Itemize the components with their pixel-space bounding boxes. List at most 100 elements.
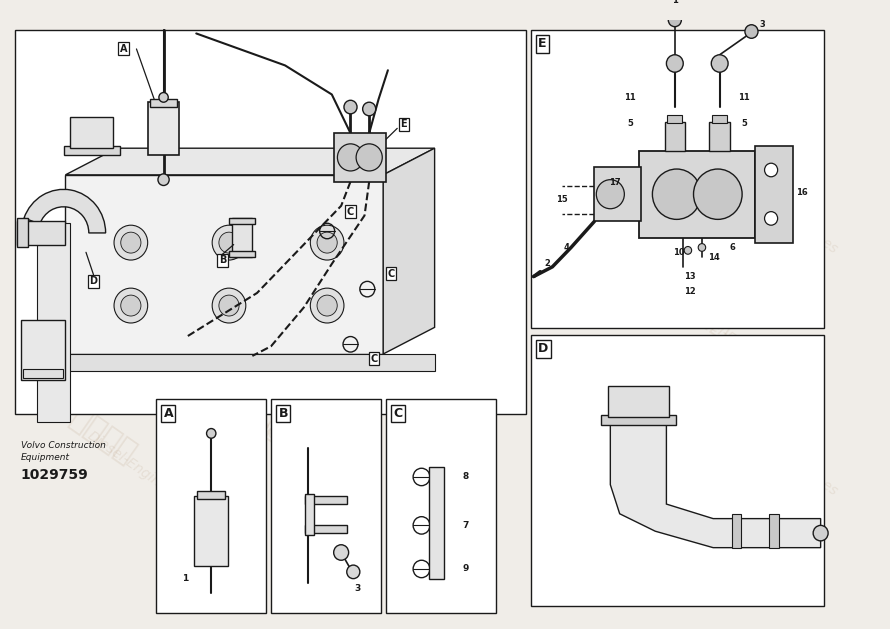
Text: 紫发动力: 紫发动力 <box>102 268 178 333</box>
Text: Diesel-Engines: Diesel-Engines <box>748 186 840 257</box>
Text: Volvo Construction: Volvo Construction <box>20 441 105 450</box>
Text: 2: 2 <box>545 259 551 269</box>
Bar <box>429 467 444 579</box>
Circle shape <box>711 55 728 72</box>
Bar <box>15 30 526 414</box>
Text: 8: 8 <box>462 472 469 481</box>
Text: 11: 11 <box>624 93 635 102</box>
Circle shape <box>347 565 360 579</box>
Circle shape <box>813 525 828 541</box>
Circle shape <box>121 295 141 316</box>
Bar <box>304 494 314 535</box>
Text: 14: 14 <box>708 253 720 262</box>
Bar <box>304 496 347 504</box>
Text: 紫发动力: 紫发动力 <box>728 162 805 227</box>
Text: 3: 3 <box>760 20 765 29</box>
Circle shape <box>219 232 239 253</box>
Circle shape <box>596 180 625 209</box>
Circle shape <box>362 102 376 116</box>
Bar <box>601 415 676 425</box>
Text: Diesel-Engines: Diesel-Engines <box>684 303 775 372</box>
Circle shape <box>668 13 682 26</box>
Bar <box>194 496 228 566</box>
Text: Diesel-Engines: Diesel-Engines <box>636 525 728 595</box>
Circle shape <box>765 211 778 225</box>
Text: 紫发动力: 紫发动力 <box>65 403 141 469</box>
Bar <box>20 320 66 380</box>
Text: Diesel-Engines: Diesel-Engines <box>85 428 177 498</box>
Circle shape <box>212 288 246 323</box>
Bar <box>37 223 70 422</box>
Circle shape <box>219 295 239 316</box>
Circle shape <box>684 247 692 254</box>
Bar <box>150 99 176 107</box>
Bar <box>198 491 225 499</box>
Text: Diesel-Engines: Diesel-Engines <box>244 89 336 160</box>
Text: Diesel-Engines: Diesel-Engines <box>85 109 177 179</box>
Text: 紫发动力: 紫发动力 <box>364 365 441 430</box>
Text: A: A <box>164 407 174 420</box>
Text: 紫发动力: 紫发动力 <box>252 248 328 314</box>
Circle shape <box>311 225 344 260</box>
Text: 紫发动力: 紫发动力 <box>728 403 805 469</box>
Text: 4: 4 <box>563 243 570 252</box>
Text: 16: 16 <box>796 188 808 197</box>
Text: 紫发动力: 紫发动力 <box>663 277 740 343</box>
Text: C: C <box>347 207 354 216</box>
Bar <box>229 218 255 224</box>
Bar <box>17 218 28 247</box>
Circle shape <box>334 545 349 560</box>
Text: Diesel-Engines: Diesel-Engines <box>384 70 476 140</box>
Bar <box>709 121 730 150</box>
Text: 3: 3 <box>354 584 360 593</box>
Bar <box>61 354 434 371</box>
Bar <box>17 221 66 245</box>
Circle shape <box>337 144 364 171</box>
Bar <box>229 252 255 257</box>
Text: 17: 17 <box>609 178 621 187</box>
Text: 7: 7 <box>462 521 469 530</box>
Text: 紫发动力: 紫发动力 <box>364 45 441 111</box>
Text: Equipment: Equipment <box>20 453 69 462</box>
Circle shape <box>745 25 758 38</box>
Text: 15: 15 <box>556 194 568 204</box>
Bar <box>271 399 381 613</box>
Text: 5: 5 <box>627 119 633 128</box>
Text: 紫发动力: 紫发动力 <box>597 84 674 150</box>
Wedge shape <box>24 189 106 233</box>
Bar <box>595 167 641 221</box>
Bar <box>639 150 756 238</box>
Circle shape <box>765 163 778 177</box>
Circle shape <box>317 295 337 316</box>
Text: A: A <box>119 44 127 54</box>
Polygon shape <box>611 425 821 548</box>
Bar <box>231 218 253 257</box>
Text: D: D <box>90 276 98 286</box>
Text: E: E <box>538 37 546 50</box>
Text: 1: 1 <box>672 0 678 5</box>
Text: 紫发动力: 紫发动力 <box>233 394 309 459</box>
Circle shape <box>698 243 706 252</box>
Circle shape <box>667 55 684 72</box>
Text: 6: 6 <box>730 243 736 252</box>
Circle shape <box>212 225 246 260</box>
Bar <box>712 115 727 123</box>
Text: 1029759: 1029759 <box>20 468 88 482</box>
Circle shape <box>114 288 148 323</box>
Circle shape <box>121 232 141 253</box>
Text: E: E <box>400 120 407 130</box>
Text: 1: 1 <box>182 574 188 583</box>
Text: 5: 5 <box>741 119 747 128</box>
Bar <box>665 121 685 150</box>
Text: Diesel-Engines: Diesel-Engines <box>384 389 476 460</box>
Text: C: C <box>387 269 394 279</box>
Text: 13: 13 <box>684 272 696 281</box>
Text: Diesel-Engines: Diesel-Engines <box>748 428 840 498</box>
Text: C: C <box>370 354 377 364</box>
Circle shape <box>159 92 168 102</box>
Bar <box>668 115 683 123</box>
Text: 紫发动力: 紫发动力 <box>223 65 300 130</box>
Circle shape <box>114 225 148 260</box>
Text: B: B <box>219 255 226 265</box>
Bar <box>334 133 386 182</box>
